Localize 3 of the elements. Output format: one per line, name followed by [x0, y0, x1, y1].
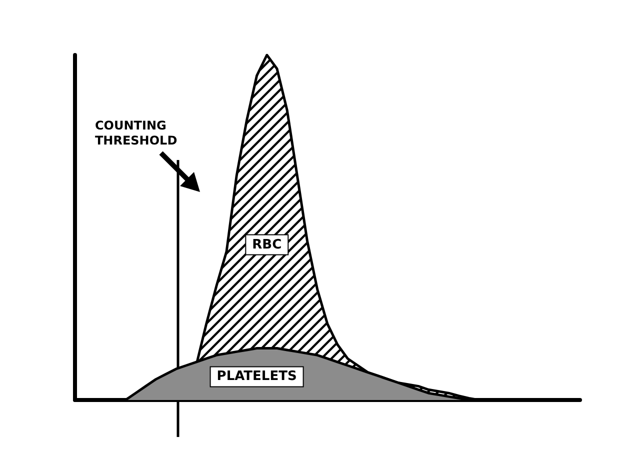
series-label: PLATELETS	[216, 369, 297, 384]
annotation: COUNTING THRESHOLD	[95, 118, 178, 148]
series-label: RBC	[252, 237, 282, 252]
